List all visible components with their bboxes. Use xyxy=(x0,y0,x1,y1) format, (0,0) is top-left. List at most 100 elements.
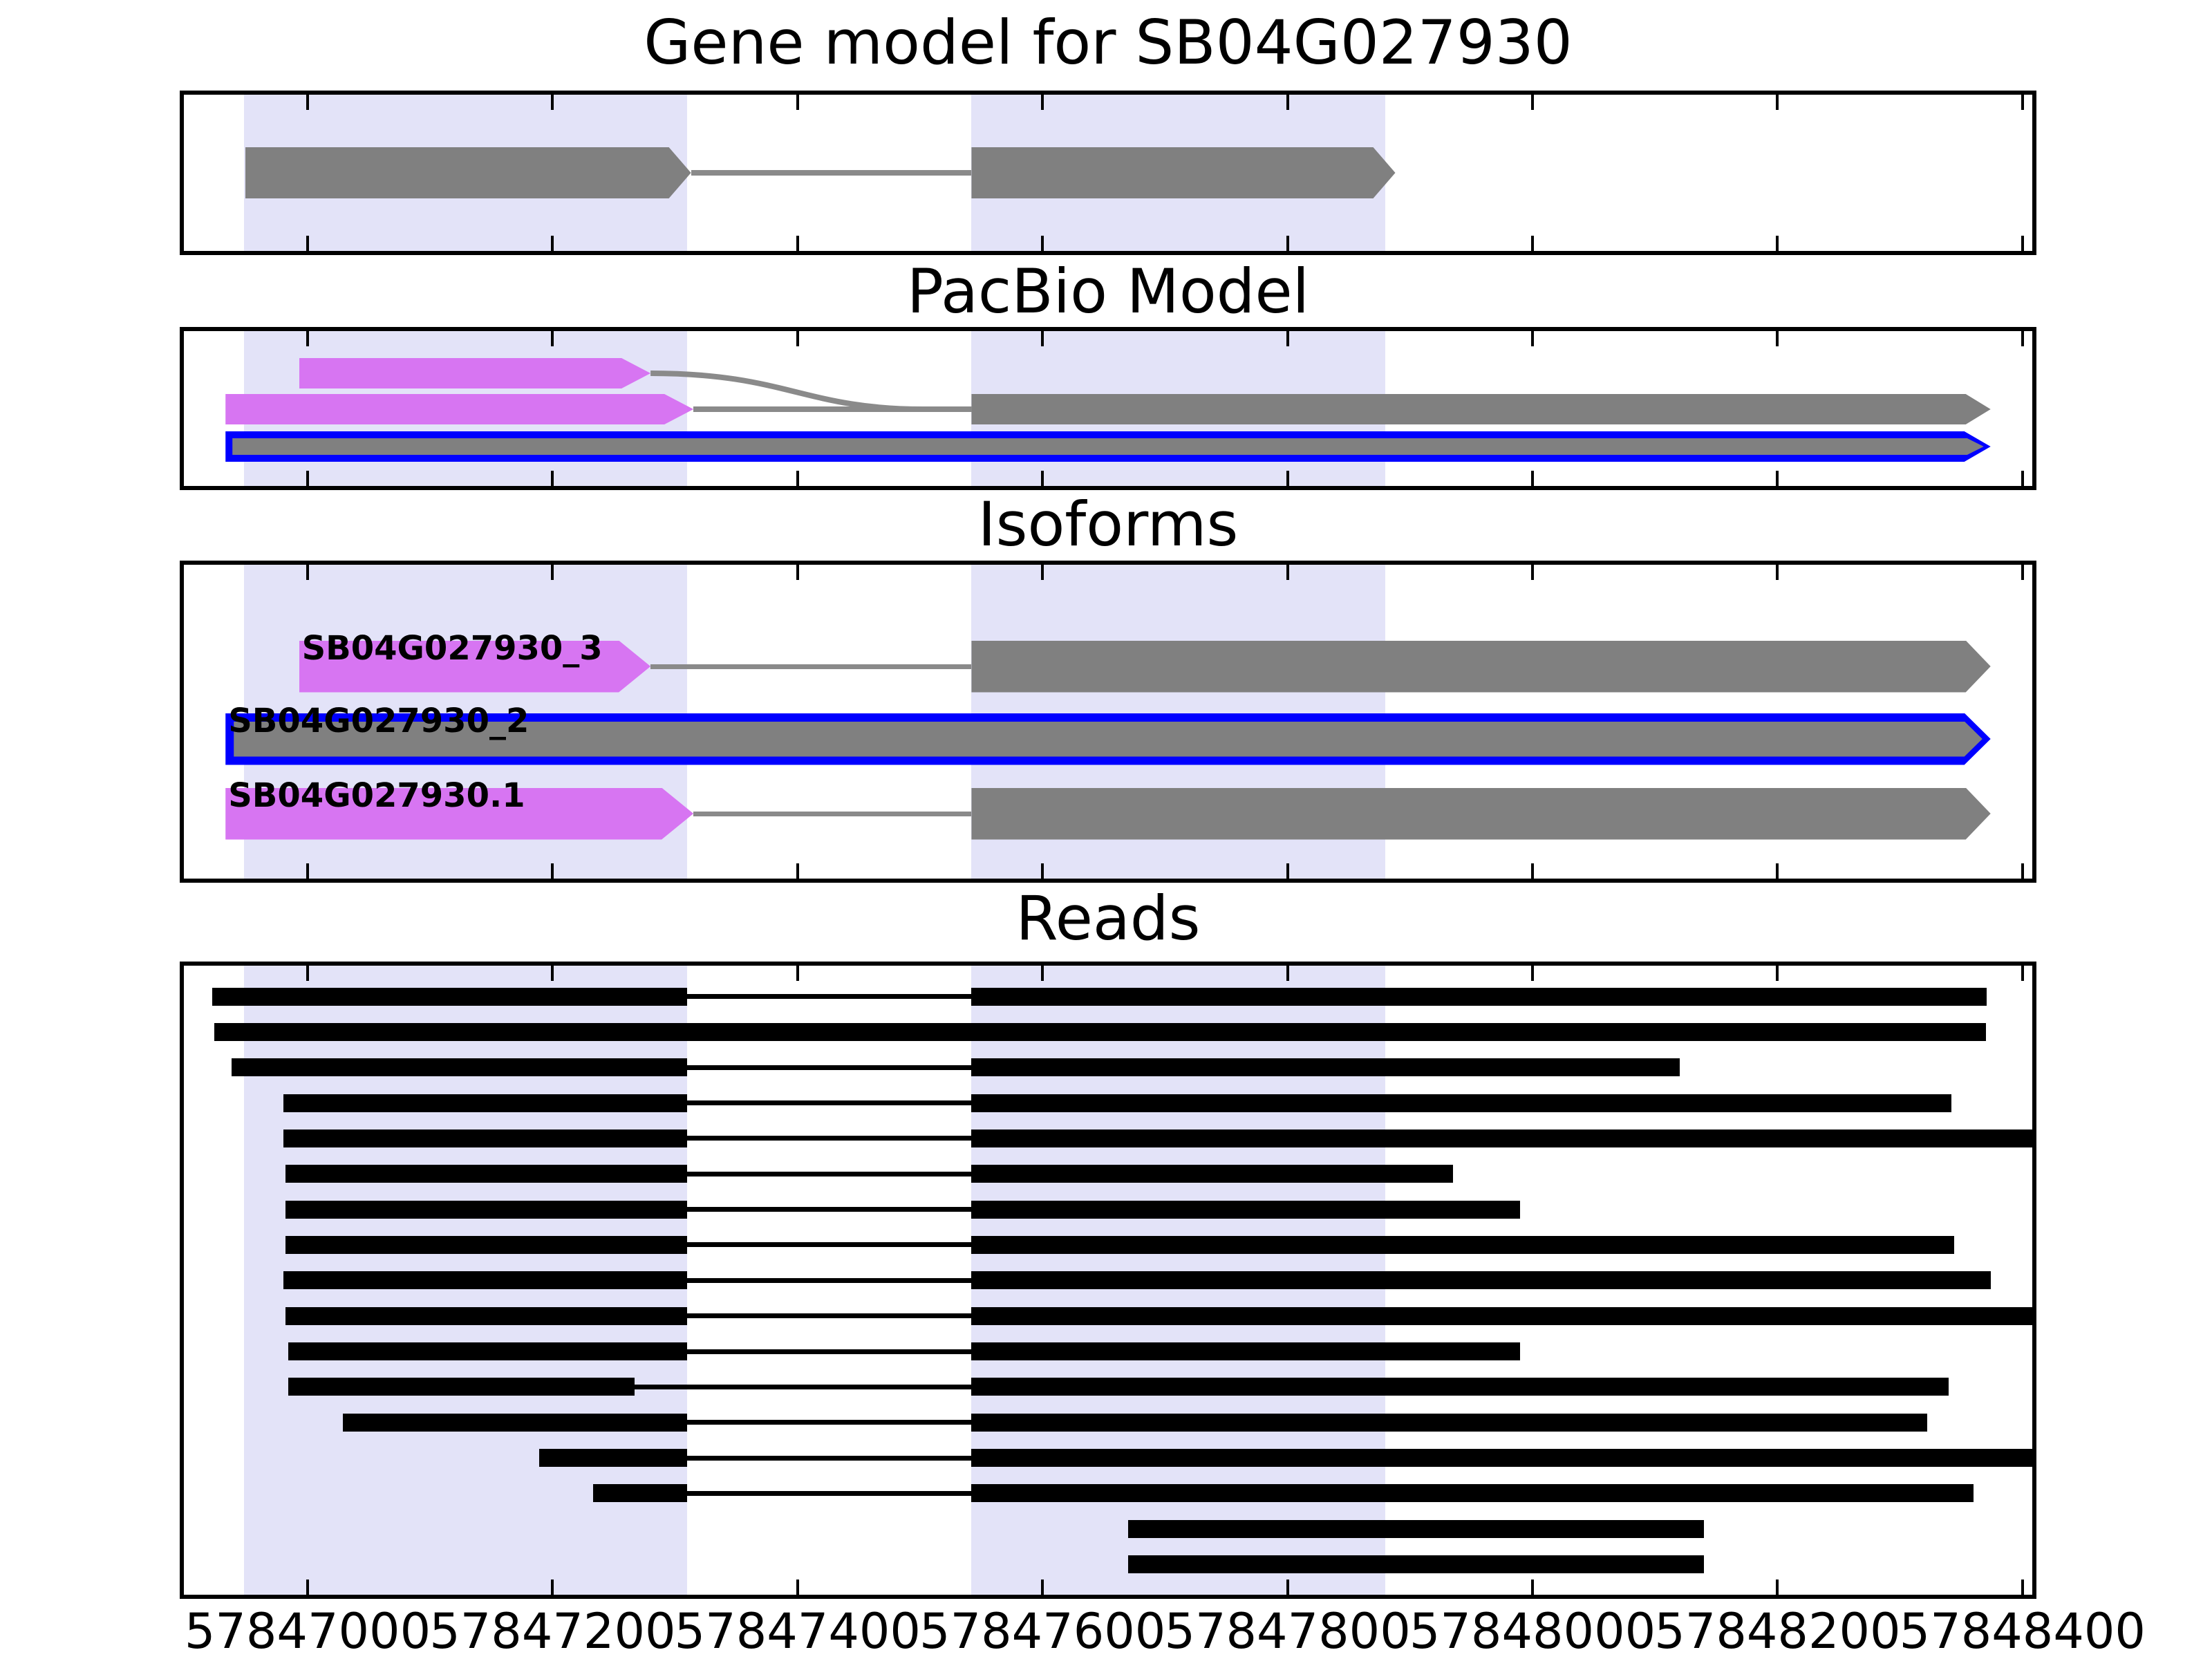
exon-arrow-gray xyxy=(245,147,691,198)
read-exon-bar xyxy=(285,1306,688,1325)
read-exon-bar xyxy=(285,1165,688,1183)
read-exon-bar xyxy=(288,1378,635,1396)
read-exon-bar xyxy=(283,1271,688,1290)
x-tick-mark xyxy=(1041,331,1044,346)
x-tick-mark xyxy=(1531,95,1534,110)
x-tick-mark xyxy=(1286,236,1289,251)
x-tick-mark xyxy=(2021,1580,2024,1595)
panel-isoforms: SB04G027930_3 SB04G027930_2 SB04G027930.1 xyxy=(180,561,2036,883)
read-intron-line xyxy=(687,1171,972,1177)
read-intron-line xyxy=(687,1349,972,1354)
x-tick-mark xyxy=(1531,236,1534,251)
intron-line xyxy=(691,170,972,176)
x-tick-label: 57847800 xyxy=(1164,1603,1411,1659)
x-tick-mark xyxy=(551,236,554,251)
x-tick-label: 57848000 xyxy=(1409,1603,1656,1659)
read-exon-bar xyxy=(285,1200,688,1219)
x-tick-mark xyxy=(1041,966,1044,981)
isoform-label: SB04G027930.1 xyxy=(228,776,525,815)
x-tick-mark xyxy=(551,471,554,486)
read-exon-bar xyxy=(971,1165,1453,1183)
read-exon-bar xyxy=(214,1022,1986,1041)
read-exon-bar xyxy=(971,1413,1927,1432)
x-tick-mark xyxy=(1041,1580,1044,1595)
isoform-label: SB04G027930_2 xyxy=(228,702,529,740)
exon-arrow-gray xyxy=(971,394,1990,424)
read-exon-bar xyxy=(971,1058,1680,1077)
x-tick-mark xyxy=(551,966,554,981)
x-tick-mark xyxy=(2021,236,2024,251)
x-tick-mark xyxy=(551,565,554,580)
pacbio-model-title: PacBio Model xyxy=(906,256,1310,327)
x-tick-mark xyxy=(796,236,799,251)
read-exon-bar xyxy=(971,1378,1949,1396)
x-tick-mark xyxy=(1776,565,1779,580)
panel-reads xyxy=(180,962,2036,1599)
read-exon-bar xyxy=(212,987,688,1006)
x-tick-mark xyxy=(1041,95,1044,110)
x-tick-mark xyxy=(1776,471,1779,486)
read-exon-bar xyxy=(283,1129,688,1147)
x-tick-label: 57847400 xyxy=(674,1603,921,1659)
read-intron-line xyxy=(687,1455,972,1461)
read-exon-bar xyxy=(971,987,1987,1006)
read-intron-line xyxy=(687,1065,972,1070)
x-tick-mark xyxy=(796,95,799,110)
x-tick-mark xyxy=(551,1580,554,1595)
selected-isoform-fill xyxy=(232,438,1984,455)
x-tick-mark xyxy=(1776,331,1779,346)
read-exon-bar xyxy=(1128,1519,1705,1538)
exon-arrow-gray xyxy=(971,788,1990,840)
panel-gene-model xyxy=(180,91,2036,255)
x-tick-mark xyxy=(551,863,554,879)
isoforms-title: Isoforms xyxy=(977,489,1239,560)
read-exon-bar xyxy=(971,1200,1521,1219)
x-tick-mark xyxy=(1041,565,1044,580)
x-tick-mark xyxy=(796,1580,799,1595)
read-exon-bar xyxy=(343,1413,688,1432)
x-tick-mark xyxy=(2021,95,2024,110)
read-intron-line xyxy=(687,1313,972,1319)
read-intron-line xyxy=(687,1490,972,1496)
x-tick-label: 57848200 xyxy=(1654,1603,1901,1659)
intron-line xyxy=(693,811,972,816)
read-exon-bar xyxy=(971,1306,2032,1325)
x-tick-mark xyxy=(306,565,309,580)
x-tick-label: 57847200 xyxy=(429,1603,676,1659)
x-tick-mark xyxy=(1286,565,1289,580)
selected-isoform-fill xyxy=(234,722,1983,757)
x-tick-mark xyxy=(1776,95,1779,110)
x-tick-mark xyxy=(1531,471,1534,486)
read-exon-bar xyxy=(971,1094,1952,1112)
exon-arrow-magenta xyxy=(225,394,693,424)
x-tick-mark xyxy=(2021,331,2024,346)
x-tick-mark xyxy=(1041,236,1044,251)
read-exon-bar xyxy=(538,1449,688,1468)
x-tick-mark xyxy=(2021,966,2024,981)
x-tick-mark xyxy=(1286,966,1289,981)
read-exon-bar xyxy=(971,1449,2032,1468)
exon-arrow-gray xyxy=(971,641,1990,693)
selected-isoform-arrow xyxy=(225,431,1991,462)
reads-title: Reads xyxy=(1015,883,1201,954)
read-exon-bar xyxy=(592,1484,688,1503)
x-tick-mark xyxy=(796,565,799,580)
x-tick-mark xyxy=(796,331,799,346)
x-tick-mark xyxy=(1531,863,1534,879)
read-exon-bar xyxy=(971,1235,1954,1254)
x-tick-mark xyxy=(306,95,309,110)
x-tick-mark xyxy=(1286,1580,1289,1595)
x-tick-mark xyxy=(796,966,799,981)
read-intron-line xyxy=(687,1242,972,1248)
selected-isoform-arrow xyxy=(225,713,1991,765)
x-tick-mark xyxy=(1776,1580,1779,1595)
isoform-label: SB04G027930_3 xyxy=(301,629,603,668)
x-tick-mark xyxy=(1531,1580,1534,1595)
x-tick-mark xyxy=(1286,471,1289,486)
intron-line xyxy=(693,406,972,412)
x-tick-mark xyxy=(1041,471,1044,486)
read-exon-bar xyxy=(283,1094,688,1112)
x-tick-label: 57848400 xyxy=(1899,1603,2146,1659)
x-tick-label: 57847600 xyxy=(919,1603,1166,1659)
